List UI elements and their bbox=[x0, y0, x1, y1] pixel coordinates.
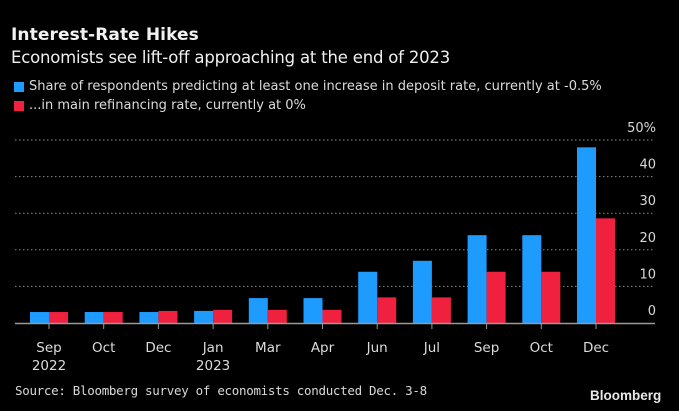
bar-deposit-rate bbox=[194, 310, 214, 323]
bar-refinancing-rate bbox=[486, 271, 506, 323]
bar-deposit-rate bbox=[248, 298, 268, 323]
chart-subtitle: Economists see lift-off approaching at t… bbox=[11, 48, 451, 67]
y-tick-label: 10 bbox=[639, 267, 656, 282]
x-tick-label: Apr bbox=[311, 340, 335, 356]
bar-deposit-rate bbox=[303, 298, 323, 323]
bar-refinancing-rate bbox=[322, 309, 342, 323]
x-tick-label: Dec bbox=[145, 340, 171, 356]
x-tick-label: Sep bbox=[474, 340, 499, 356]
bar-refinancing-rate bbox=[49, 312, 68, 323]
bar-refinancing-rate bbox=[267, 309, 287, 323]
bar-refinancing-rate bbox=[103, 312, 123, 323]
bloomberg-logo: Bloomberg bbox=[590, 388, 662, 403]
gridlines bbox=[15, 139, 655, 287]
bar-refinancing-rate bbox=[431, 297, 451, 323]
bar-deposit-rate bbox=[358, 271, 378, 323]
bar-deposit-rate bbox=[467, 235, 487, 323]
x-tick-label: Jul bbox=[423, 340, 440, 356]
y-tick-label: 0 bbox=[648, 304, 656, 319]
source-note: Source: Bloomberg survey of economists c… bbox=[15, 383, 427, 398]
legend-swatch-blue bbox=[14, 81, 24, 92]
y-tick-label: 20 bbox=[639, 231, 656, 246]
legend-label-refinancing-rate: ...in main refinancing rate, currently a… bbox=[29, 98, 306, 113]
x-tick-label: Oct bbox=[530, 340, 553, 356]
y-tick-label: 40 bbox=[639, 158, 656, 173]
x-tick-label: 2023 bbox=[196, 358, 230, 374]
bar-deposit-rate bbox=[139, 312, 159, 323]
bar-refinancing-rate bbox=[213, 309, 233, 323]
bar-deposit-rate bbox=[412, 260, 432, 323]
x-tick-label: 2022 bbox=[32, 358, 66, 374]
bar-deposit-rate bbox=[30, 312, 49, 323]
x-tick-label: Sep bbox=[36, 340, 61, 356]
y-tick-label: 50% bbox=[627, 121, 656, 136]
x-tick-label: Mar bbox=[255, 340, 281, 356]
x-axis bbox=[15, 322, 655, 329]
bar-refinancing-rate bbox=[541, 271, 561, 323]
legend-item-deposit-rate: Share of respondents predicting at least… bbox=[14, 79, 602, 94]
x-tick-label: Dec bbox=[583, 340, 609, 356]
bar-deposit-rate bbox=[84, 312, 104, 323]
x-tick-label: Jan bbox=[202, 340, 224, 356]
bar-refinancing-rate bbox=[596, 218, 615, 323]
y-axis-ticks: 0 10 20 30 40 50% bbox=[627, 121, 656, 319]
bar-deposit-rate bbox=[577, 147, 596, 323]
x-tick-label: Jun bbox=[366, 340, 388, 356]
x-axis-labels: Sep 2022 Oct Dec Jan 2023 Mar Apr Jun Jul Sep Oct De… bbox=[32, 340, 609, 374]
bar-refinancing-rate bbox=[158, 310, 178, 323]
legend-swatch-red bbox=[14, 100, 24, 111]
x-tick-label: Oct bbox=[92, 340, 115, 356]
y-tick-label: 30 bbox=[639, 194, 656, 209]
legend-label-deposit-rate: Share of respondents predicting at least… bbox=[29, 79, 602, 94]
legend-item-refinancing-rate: ...in main refinancing rate, currently a… bbox=[14, 98, 306, 113]
chart-title: Interest-Rate Hikes bbox=[11, 25, 199, 45]
bar-deposit-rate bbox=[522, 235, 542, 323]
bar-refinancing-rate bbox=[377, 297, 397, 323]
bars bbox=[30, 147, 615, 323]
